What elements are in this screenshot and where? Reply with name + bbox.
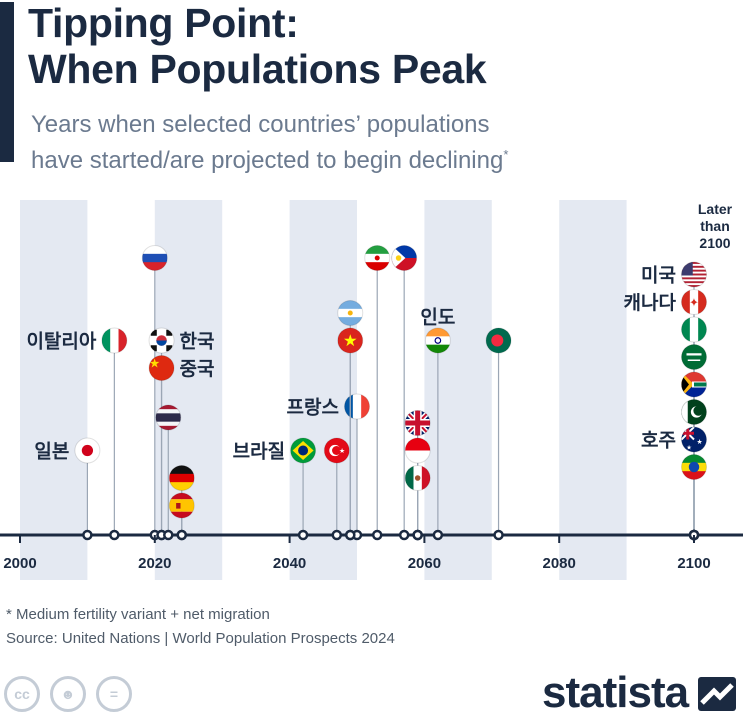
cc-icon[interactable]: cc — [4, 676, 40, 712]
subtitle-footnote-mark: * — [503, 147, 509, 162]
svg-text:★: ★ — [343, 332, 358, 350]
axis-dot-ir — [371, 529, 383, 541]
tick-label-2060: 2060 — [408, 555, 441, 572]
svg-text:✦: ✦ — [689, 295, 699, 309]
flag-de-icon — [168, 465, 195, 491]
flag-sa-icon — [681, 344, 707, 370]
country-label-it: 이탈리아 — [26, 331, 96, 353]
flag-jp-icon — [74, 437, 101, 464]
flag-ar-icon — [337, 300, 364, 326]
flag-vn-icon: ★ — [337, 327, 364, 354]
country-label-us: 미국 — [641, 265, 676, 287]
country-label-jp: 일본 — [34, 441, 69, 463]
svg-text:★: ★ — [339, 448, 345, 455]
flag-cn-icon: ★ — [148, 355, 175, 381]
flag-et-icon — [681, 454, 707, 480]
equals-icon[interactable]: = — [96, 676, 132, 712]
svg-text:★: ★ — [697, 439, 703, 446]
flag-us-icon — [681, 261, 707, 288]
tick-label-2000: 2000 — [3, 555, 36, 572]
flag-fr-icon — [344, 393, 370, 420]
flag-au-icon: ★★ — [681, 426, 707, 453]
axis-dot-vn — [345, 529, 356, 541]
source-note[interactable]: Source: United Nations | World Populatio… — [6, 630, 395, 647]
flag-th-icon — [155, 404, 182, 431]
chart-subtitle: Years when selected countries’ populatio… — [31, 110, 508, 176]
svg-text:★: ★ — [149, 356, 160, 370]
country-label-kr: 한국 — [180, 331, 215, 353]
axis-dot-es — [176, 529, 188, 541]
svg-text:★: ★ — [686, 445, 692, 452]
flag-tr-icon: ★ — [323, 437, 350, 464]
flag-mx-icon — [404, 465, 431, 491]
subtitle-text: Years when selected countries’ populatio… — [31, 111, 504, 174]
later-label-line: 2100 — [699, 235, 730, 251]
tick-label-2100: 2100 — [677, 555, 710, 572]
country-label-br: 브라질 — [233, 441, 285, 463]
axis-dot-tr — [331, 529, 343, 541]
flag-ir-icon — [364, 245, 391, 271]
band-0 — [20, 200, 88, 580]
accent-bar — [0, 2, 14, 162]
later-than-2100-label: Later than 2100 — [698, 201, 733, 251]
country-label-cn: 중국 — [180, 359, 215, 380]
axis-dot-bd — [493, 529, 504, 541]
flag-ca-icon: ✦ — [681, 289, 707, 315]
tick-label-2080: 2080 — [543, 555, 576, 572]
tick-label-2020: 2020 — [138, 555, 171, 572]
flag-in-icon — [424, 327, 451, 354]
band-2 — [289, 200, 357, 580]
flag-ru-icon — [141, 245, 168, 271]
axis-dot-it — [109, 529, 120, 541]
axis-dot-br — [297, 529, 309, 541]
flag-id-icon — [404, 437, 431, 464]
country-label-fr: 프랑스 — [287, 397, 339, 419]
flag-br-icon — [290, 437, 317, 464]
flag-es-icon — [168, 492, 195, 519]
person-icon[interactable]: ☻ — [50, 676, 86, 712]
country-label-ca: 캐나다 — [624, 292, 677, 314]
chart-title: Tipping Point: When Populations Peak — [28, 0, 487, 92]
later-label-line: Later — [698, 201, 733, 217]
axis-dot-ph — [398, 529, 410, 541]
country-label-au: 호주 — [641, 430, 676, 452]
axis-dot-mx — [412, 529, 423, 541]
axis-dot-th — [163, 529, 174, 541]
license-icons: cc ☻ = — [4, 676, 132, 712]
statista-logo-icon — [698, 677, 736, 711]
tick-label-2040: 2040 — [273, 555, 306, 572]
statista-logo-text[interactable]: statista — [542, 668, 689, 717]
flag-bd-icon — [485, 327, 512, 354]
axis-dot-in — [432, 529, 444, 541]
footnote: * Medium fertility variant + net migrati… — [6, 606, 270, 623]
flag-it-icon — [101, 327, 128, 354]
flag-ng-icon — [681, 316, 707, 343]
flag-pk-icon — [681, 399, 707, 425]
flag-za-icon — [681, 371, 707, 398]
country-label-in: 인도 — [420, 307, 455, 329]
flag-gb-icon — [404, 410, 431, 436]
axis-dot-jp — [82, 529, 93, 541]
flag-ph-icon — [391, 245, 418, 271]
flag-kr-icon — [148, 327, 175, 354]
band-3 — [424, 200, 492, 580]
later-label-line: than — [700, 218, 730, 234]
band-4 — [559, 200, 627, 580]
